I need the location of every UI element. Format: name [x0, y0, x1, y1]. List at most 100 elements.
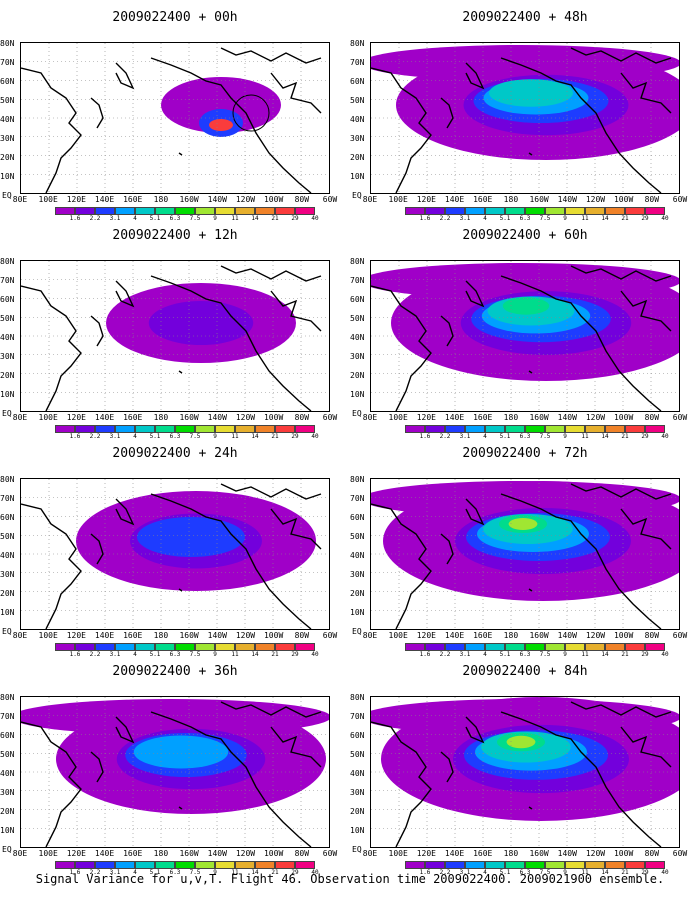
colorbar-swatch: [505, 643, 525, 651]
longitude-label: 160W: [529, 631, 549, 640]
colorbar-swatch: [195, 207, 215, 215]
coastline: [115, 498, 135, 526]
coastline: [220, 47, 322, 64]
forecast-panel: 2009022400 + 36h 80N 70N 60N 50N 40N 30N 20N 10N…: [0, 654, 350, 876]
colorbar-tick-label: 14: [601, 433, 609, 440]
longitude-label: 80W: [294, 849, 310, 858]
coastline: [220, 483, 322, 500]
colorbar-swatch: [135, 207, 155, 215]
panel-title: 2009022400 + 00h: [112, 10, 238, 25]
coastline: [465, 280, 485, 308]
coastline: [528, 588, 533, 592]
colorbar-swatch: [235, 643, 255, 651]
coastline: [220, 265, 322, 282]
coastline: [90, 97, 104, 129]
colorbar-tick-label: 11: [581, 433, 589, 440]
latitude-label: 40N: [0, 115, 15, 124]
colorbar-swatch: [195, 861, 215, 869]
colorbar: [55, 425, 315, 435]
longitude-label: 180: [503, 195, 519, 204]
colorbar-tick-label: 21: [271, 869, 279, 876]
colorbar-swatch: [95, 425, 115, 433]
variance-region: [371, 481, 679, 517]
forecast-panel: 2009022400 + 84h 80N 70N 60N 50N 40N 30N 20N 10N…: [350, 654, 700, 876]
latitude-label: 30N: [350, 352, 365, 361]
longitude-label: 160E: [473, 413, 493, 422]
coastline: [90, 533, 104, 565]
latitude-label: 40N: [350, 333, 365, 342]
latitude-label: 60N: [350, 731, 365, 740]
colorbar-tick-label: 14: [601, 215, 609, 222]
coastline: [500, 57, 662, 193]
map-plot: [20, 42, 330, 194]
panel-title: 2009022400 + 60h: [462, 228, 588, 243]
longitude-label: 120W: [235, 195, 256, 204]
colorbar-swatch: [215, 207, 235, 215]
latitude-label: 20N: [0, 589, 15, 598]
longitude-label: 180: [153, 631, 169, 640]
panel-title: 2009022400 + 12h: [112, 228, 238, 243]
forecast-panel: 2009022400 + 12h 80N 70N 60N 50N 40N 30N 20N 10N…: [0, 218, 350, 440]
forecast-panel: 2009022400 + 60h 80N 70N 60N 50N 40N 30N 20N 10N…: [350, 218, 700, 440]
longitude-label: 160W: [179, 413, 199, 422]
map-plot: [20, 260, 330, 412]
longitude-label: 120E: [66, 413, 86, 422]
colorbar-swatch: [115, 861, 135, 869]
latitude-label: EQ: [352, 409, 362, 418]
colorbar-swatch: [55, 425, 75, 433]
colorbar-swatch: [485, 207, 505, 215]
latitude-label: 80N: [350, 257, 365, 266]
latitude-label: 40N: [0, 769, 15, 778]
latitude-label: 30N: [0, 134, 15, 143]
colorbar-swatch: [445, 425, 465, 433]
colorbar-tick-label: 7.5: [189, 433, 201, 440]
longitude-label: 80E: [362, 195, 378, 204]
coastline: [500, 711, 662, 847]
colorbar-tick-label: 1.6: [69, 651, 81, 658]
colorbar-tick-label: 7.5: [539, 215, 551, 222]
colorbar-tick-label: 6.3: [169, 869, 181, 876]
colorbar-tick-label: 3.1: [109, 869, 121, 876]
colorbar-swatch: [405, 207, 425, 215]
latitude-label: 60N: [350, 295, 365, 304]
colorbar-swatch: [75, 861, 95, 869]
colorbar-swatch: [155, 425, 175, 433]
colorbar-swatch: [115, 207, 135, 215]
colorbar-swatch: [625, 425, 645, 433]
latitude-label: 80N: [0, 39, 15, 48]
colorbar-tick-label: 6.3: [519, 215, 531, 222]
variance-region: [371, 45, 679, 81]
coastline: [440, 97, 454, 129]
colorbar-swatch: [505, 861, 525, 869]
colorbar-swatch: [275, 861, 295, 869]
coastline: [371, 285, 432, 411]
colorbar-swatch: [485, 861, 505, 869]
latitude-label: 80N: [0, 475, 15, 484]
latitude-label: 70N: [0, 712, 15, 721]
longitude-label: 140W: [207, 849, 227, 858]
longitude-label: 120W: [235, 631, 256, 640]
colorbar-tick-label: 4: [133, 433, 137, 440]
colorbar-swatch: [95, 207, 115, 215]
colorbar-tick-label: 4: [483, 215, 487, 222]
colorbar-swatch: [645, 643, 665, 651]
coastline: [150, 493, 312, 629]
colorbar-tick-label: 9: [213, 433, 217, 440]
colorbar-swatch: [545, 643, 565, 651]
colorbar-swatch: [175, 861, 195, 869]
colorbar-tick-label: 2.2: [89, 651, 101, 658]
longitude-label: 100W: [613, 631, 634, 640]
colorbar-tick-label: 11: [581, 651, 589, 658]
colorbar-tick-label: 6.3: [519, 433, 531, 440]
colorbar-tick-label: 7.5: [539, 869, 551, 876]
colorbar-tick-label: 2.2: [89, 215, 101, 222]
longitude-label: 120E: [66, 195, 86, 204]
colorbar-swatch: [585, 861, 605, 869]
colorbar-tick-label: 5.1: [499, 215, 511, 222]
colorbar-swatch: [605, 207, 625, 215]
longitude-label: 60W: [322, 413, 338, 422]
coastline: [21, 67, 82, 193]
longitude-label: 80W: [644, 631, 660, 640]
colorbar-tick-label: 40: [311, 869, 319, 876]
colorbar-swatch: [645, 861, 665, 869]
